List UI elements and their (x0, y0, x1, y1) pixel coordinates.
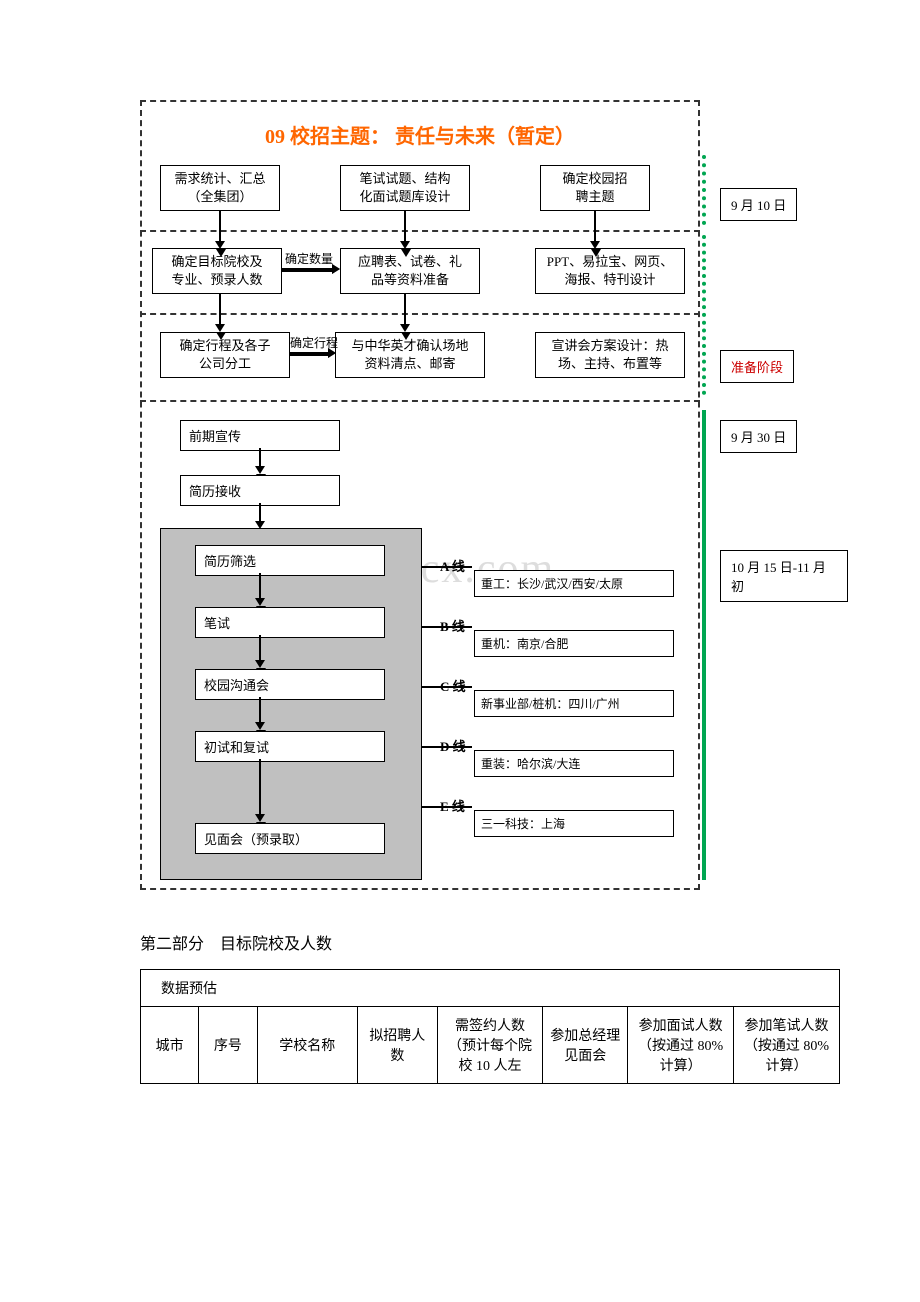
divider-1 (140, 230, 700, 232)
col-city: 城市 (141, 1007, 199, 1084)
node-presentation: 宣讲会方案设计：热场、主持、布置等 (535, 332, 685, 378)
col-gm: 参加总经理见面会 (543, 1007, 628, 1084)
estimate-table: 数据预估 城市 序号 学校名称 拟招聘人数 需签约人数（预计每个院校 10 人左… (140, 969, 840, 1084)
line-e-content: 三一科技：上海 (474, 810, 674, 837)
col-interview: 参加面试人数（按通过 80%计算） (628, 1007, 734, 1084)
col-school: 学校名称 (257, 1007, 358, 1084)
side-prep-phase: 准备阶段 (720, 350, 794, 383)
line-c-connector (422, 686, 472, 688)
table-subtitle: 数据预估 (141, 970, 840, 1007)
col-plan: 拟招聘人数 (358, 1007, 437, 1084)
process-written-exam: 笔试 (195, 607, 385, 638)
node-demand-stats: 需求统计、汇总（全集团） (160, 165, 280, 211)
side-date-1: 9 月 10 日 (720, 188, 797, 221)
node-theme: 确定校园招聘主题 (540, 165, 650, 211)
side-date-2: 9 月 30 日 (720, 420, 797, 453)
col-sign: 需签约人数（预计每个院校 10 人左 (437, 1007, 543, 1084)
side-date-3: 10 月 15 日-11 月初 (720, 550, 848, 602)
flowchart-container: 09 校招主题： 责任与未来（暂定） 需求统计、汇总（全集团） 笔试试题、结构化… (140, 100, 850, 890)
green-dotted-accent-2 (702, 235, 706, 395)
section2-title: 第二部分 目标院校及人数 (140, 930, 810, 954)
node-exam-design: 笔试试题、结构化面试题库设计 (340, 165, 470, 211)
line-b-content: 重机：南京/合肥 (474, 630, 674, 657)
line-a-content: 重工：长沙/武汉/西安/太原 (474, 570, 674, 597)
divider-2 (140, 313, 700, 315)
divider-3 (140, 400, 700, 402)
node-resume-receive: 简历接收 (180, 475, 340, 506)
green-solid-accent (702, 410, 706, 880)
process-campus-session: 校园沟通会 (195, 669, 385, 700)
line-b-connector (422, 626, 472, 628)
diagram-title: 09 校招主题： 责任与未来（暂定） (140, 120, 700, 149)
green-dotted-accent (702, 155, 706, 225)
process-interview: 初试和复试 (195, 731, 385, 762)
node-ppt-design: PPT、易拉宝、网页、海报、特刊设计 (535, 248, 685, 294)
line-a-connector (422, 566, 472, 568)
node-pre-publicity: 前期宣传 (180, 420, 340, 451)
line-e-connector (422, 806, 472, 808)
edge-label-sched: 确定行程 (290, 334, 338, 351)
line-d-connector (422, 746, 472, 748)
col-seq: 序号 (199, 1007, 257, 1084)
process-meeting: 见面会（预录取） (195, 823, 385, 854)
edge-label-qty: 确定数量 (285, 250, 333, 267)
line-c-content: 新事业部/桩机：四川/广州 (474, 690, 674, 717)
col-written: 参加笔试人数（按通过 80% 计算） (734, 1007, 840, 1084)
table-header-row: 城市 序号 学校名称 拟招聘人数 需签约人数（预计每个院校 10 人左 参加总经… (141, 1007, 840, 1084)
line-d-content: 重装：哈尔滨/大连 (474, 750, 674, 777)
process-resume-filter: 简历筛选 (195, 545, 385, 576)
